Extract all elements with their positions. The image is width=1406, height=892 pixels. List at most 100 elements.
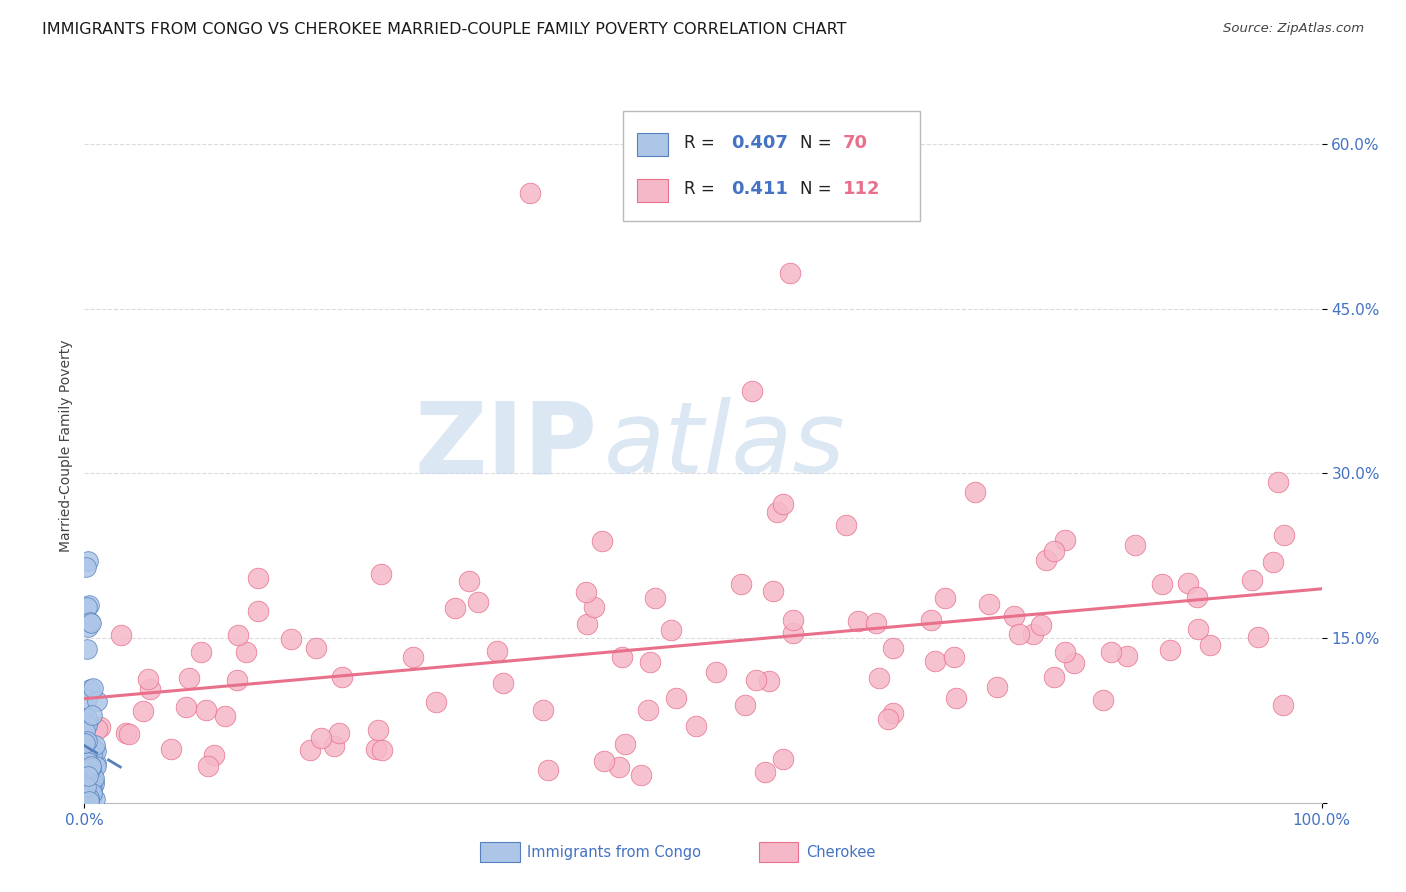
Point xyxy=(772,752,794,766)
Point xyxy=(305,640,328,655)
Point xyxy=(364,742,387,756)
Point xyxy=(79,773,101,788)
Point xyxy=(83,777,105,791)
Point xyxy=(84,744,107,758)
Point xyxy=(110,628,132,642)
Point xyxy=(77,764,100,778)
Point xyxy=(1091,693,1114,707)
Point xyxy=(458,574,481,588)
Point xyxy=(73,764,96,779)
Point xyxy=(80,761,103,775)
Point xyxy=(644,591,666,606)
Point xyxy=(591,533,613,548)
Point xyxy=(197,759,219,773)
Point xyxy=(179,671,201,685)
Point xyxy=(328,725,350,739)
Point xyxy=(467,594,489,608)
Point xyxy=(370,567,392,582)
Point xyxy=(1177,575,1199,590)
Text: R =: R = xyxy=(685,134,720,152)
Point xyxy=(637,702,659,716)
Point xyxy=(486,644,509,658)
Text: Source: ZipAtlas.com: Source: ZipAtlas.com xyxy=(1223,22,1364,36)
Point xyxy=(1116,649,1139,664)
Point xyxy=(492,676,515,690)
Point xyxy=(75,780,97,794)
Point xyxy=(118,727,141,741)
Point xyxy=(77,756,100,770)
Point xyxy=(367,723,389,737)
Point xyxy=(76,714,98,729)
Point xyxy=(575,585,598,599)
Point xyxy=(80,783,103,797)
Point xyxy=(75,770,97,784)
Point xyxy=(115,725,138,739)
Point xyxy=(79,615,101,630)
Point xyxy=(762,584,785,599)
FancyBboxPatch shape xyxy=(481,842,520,862)
Point xyxy=(77,554,100,568)
Point xyxy=(83,742,105,756)
Point xyxy=(246,571,269,585)
Point xyxy=(1031,618,1053,632)
Point xyxy=(76,600,98,615)
Point xyxy=(745,673,768,688)
Point xyxy=(537,764,560,778)
Point xyxy=(846,614,869,628)
Point xyxy=(1150,576,1173,591)
Point xyxy=(75,732,97,747)
Point xyxy=(75,790,97,805)
Point xyxy=(75,748,97,763)
Point xyxy=(782,625,804,640)
Point xyxy=(77,794,100,808)
Point xyxy=(1002,608,1025,623)
Point xyxy=(75,788,97,802)
Text: IMMIGRANTS FROM CONGO VS CHEROKEE MARRIED-COUPLE FAMILY POVERTY CORRELATION CHAR: IMMIGRANTS FROM CONGO VS CHEROKEE MARRIE… xyxy=(42,22,846,37)
Point xyxy=(766,505,789,519)
Point xyxy=(942,649,965,664)
Point xyxy=(772,497,794,511)
Point xyxy=(76,714,98,728)
Text: 0.407: 0.407 xyxy=(731,134,789,152)
Point xyxy=(79,780,101,795)
Point xyxy=(920,613,942,627)
Point xyxy=(75,776,97,790)
Text: ZIP: ZIP xyxy=(415,398,598,494)
Point xyxy=(80,782,103,797)
Point xyxy=(531,703,554,717)
Point xyxy=(1159,643,1181,657)
Text: N =: N = xyxy=(800,180,837,198)
Point xyxy=(1021,627,1043,641)
Point xyxy=(607,760,630,774)
FancyBboxPatch shape xyxy=(623,111,920,221)
Point xyxy=(73,794,96,808)
Point xyxy=(704,665,727,679)
Point xyxy=(1263,555,1285,569)
Point xyxy=(79,760,101,774)
Point xyxy=(638,656,661,670)
Point xyxy=(1123,538,1146,552)
Point xyxy=(75,780,97,795)
Point xyxy=(882,641,904,656)
Point xyxy=(977,597,1000,611)
Point xyxy=(371,742,394,756)
Point xyxy=(865,615,887,630)
Point xyxy=(73,773,96,788)
Point xyxy=(986,681,1008,695)
Point xyxy=(519,186,541,201)
Point xyxy=(190,644,212,658)
Point xyxy=(835,518,858,533)
Point xyxy=(76,718,98,732)
Point xyxy=(882,706,904,720)
Point xyxy=(73,757,96,772)
Point xyxy=(75,776,97,790)
Point xyxy=(226,673,249,687)
Point xyxy=(1267,475,1289,490)
Point xyxy=(77,791,100,805)
Point xyxy=(235,645,257,659)
Point xyxy=(1271,698,1294,712)
Point xyxy=(86,759,108,773)
Text: atlas: atlas xyxy=(605,398,845,494)
FancyBboxPatch shape xyxy=(637,179,668,202)
Y-axis label: Married-Couple Family Poverty: Married-Couple Family Poverty xyxy=(59,340,73,552)
